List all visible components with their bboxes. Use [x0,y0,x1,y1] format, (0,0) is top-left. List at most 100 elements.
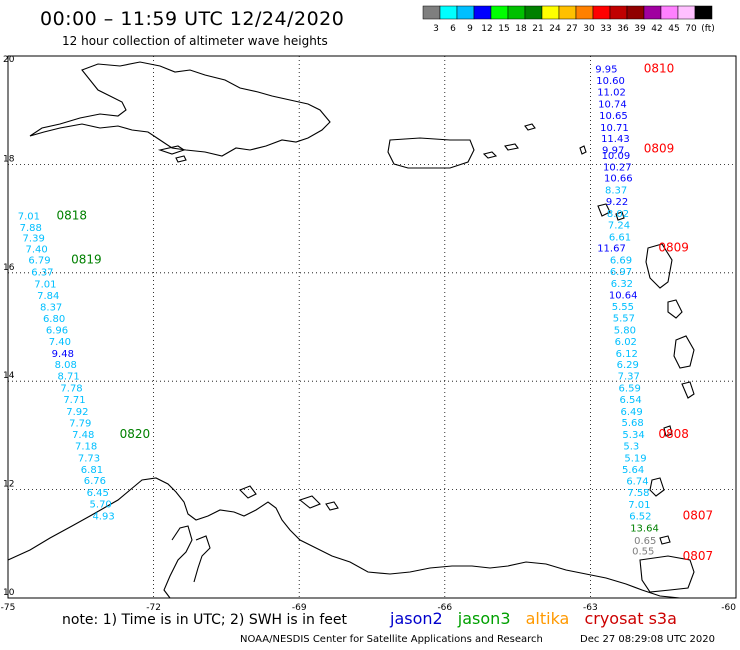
wave-height-value: 6.32 [611,279,633,290]
wave-height-value: 6.80 [43,314,65,325]
pass-time-label: 0807 [683,508,714,522]
wave-height-value: 7.84 [37,291,59,302]
wave-height-value: 6.29 [617,360,639,371]
legend-label: 6 [450,24,456,34]
footer-note: note: 1) Time is in UTC; 2) SWH is in fe… [62,612,348,628]
wave-height-value: 5.70 [90,499,112,510]
legend-swatch [507,5,526,20]
pass-time-label: 0809 [658,241,689,255]
legend-swatch [677,5,696,20]
wave-height-value: 6.37 [31,268,53,279]
wave-height-value: 7.71 [63,395,85,406]
wave-height-value: 8.02 [607,209,629,220]
legend-swatch [490,5,509,20]
satellite-key: jason2 jason3 altika cryosat s3a [390,609,687,628]
legend-label: 18 [515,24,527,34]
pass-time-label: 0808 [658,427,689,441]
wave-height-value: 7.01 [34,279,56,290]
latitude-label: 12 [3,480,14,490]
latitude-label: 20 [3,55,15,65]
west-track: 7.017.887.397.406.796.377.017.848.376.80… [18,209,150,523]
legend-swatch [626,5,645,20]
legend-label: 12 [481,24,492,34]
wave-height-value: 6.96 [46,326,68,337]
wave-height-value: 5.80 [614,326,636,337]
legend-label: 42 [651,24,662,34]
wave-height-value: 4.93 [92,511,114,522]
legend-label: 30 [583,24,595,34]
legend-label: 9 [467,24,473,34]
wave-height-value: 10.60 [596,76,625,87]
latitude-label: 14 [3,371,15,381]
wave-height-value: 7.40 [25,245,47,256]
satellite-name: jason3 [457,609,511,628]
wave-height-value: 5.57 [613,314,635,325]
legend-label: 33 [600,24,611,34]
page-subtitle: 12 hour collection of altimeter wave hei… [62,34,328,48]
legend-swatch [643,5,662,20]
axis-labels: -75 -72 -69 -66 -63 -60 20 18 16 14 12 10 [1,55,737,613]
wave-height-value: 6.12 [616,349,638,360]
legend-swatch [524,5,543,20]
satellite-name: altika [525,609,570,628]
wave-height-value: 9.95 [595,64,617,75]
wave-height-value: 11.43 [601,134,630,145]
wave-height-value: 9.97 [602,146,624,157]
latitude-label: 18 [3,154,15,164]
latitude-label: 16 [3,263,15,273]
wave-height-value: 6.02 [615,337,637,348]
timestamp: Dec 27 08:29:08 UTC 2020 [580,634,715,645]
legend-label: 36 [617,24,629,34]
wave-height-value: 5.19 [624,453,646,464]
legend-swatch [439,5,458,20]
pass-time-label: 0818 [57,209,88,223]
wave-height-value: 10.66 [604,174,633,185]
legend-label: 3 [433,24,439,34]
wave-height-value: 7.88 [20,223,42,234]
wave-height-value: 7.58 [627,488,649,499]
pass-time-label: 0820 [120,427,151,441]
legend-label: 21 [532,24,543,34]
legend-label: 15 [498,24,509,34]
wave-height-value: 5.68 [621,418,643,429]
satellite-name: jason2 [390,609,443,628]
longitude-label: -66 [437,603,452,613]
legend-label: 39 [634,24,646,34]
wave-height-value: 5.64 [622,465,644,476]
wave-height-value: 0.55 [632,547,654,558]
legend-swatch [592,5,611,20]
wave-height-value: 7.73 [78,453,100,464]
wave-height-value: 9.22 [606,197,628,208]
pass-time-label: 0809 [644,141,675,155]
wave-height-value: 6.45 [87,488,109,499]
wave-height-value: 8.71 [58,372,80,383]
wave-height-value: 0.65 [634,536,656,547]
legend-label: 70 [685,24,697,34]
wave-height-value: 10.71 [600,123,629,134]
legend-swatch [541,5,560,20]
wave-height-value: 10.74 [598,99,627,110]
wave-height-value: 11.02 [597,88,626,99]
map-frame [7,55,737,599]
wave-height-value: 7.79 [69,419,91,430]
wave-height-value: 7.92 [66,407,88,418]
wave-height-value: 6.74 [626,477,648,488]
wave-height-value: 6.69 [610,256,632,267]
pass-time-label: 0810 [644,61,675,75]
wave-height-value: 6.52 [629,511,651,522]
legend-swatch [422,5,441,20]
legend-swatch [660,5,679,20]
wave-height-value: 6.61 [609,232,631,243]
credit-line: NOAA/NESDIS Center for Satellite Applica… [240,634,543,645]
wave-height-value: 10.09 [602,151,631,162]
wave-height-value: 7.18 [75,441,97,452]
wave-height-value: 7.48 [72,430,94,441]
wave-height-value: 7.78 [60,383,82,394]
longitude-label: -72 [146,603,161,613]
wave-height-value: 6.54 [620,395,642,406]
legend-label: (ft) [701,24,715,34]
wave-height-value: 5.3 [623,441,639,452]
legend-swatch [558,5,577,20]
